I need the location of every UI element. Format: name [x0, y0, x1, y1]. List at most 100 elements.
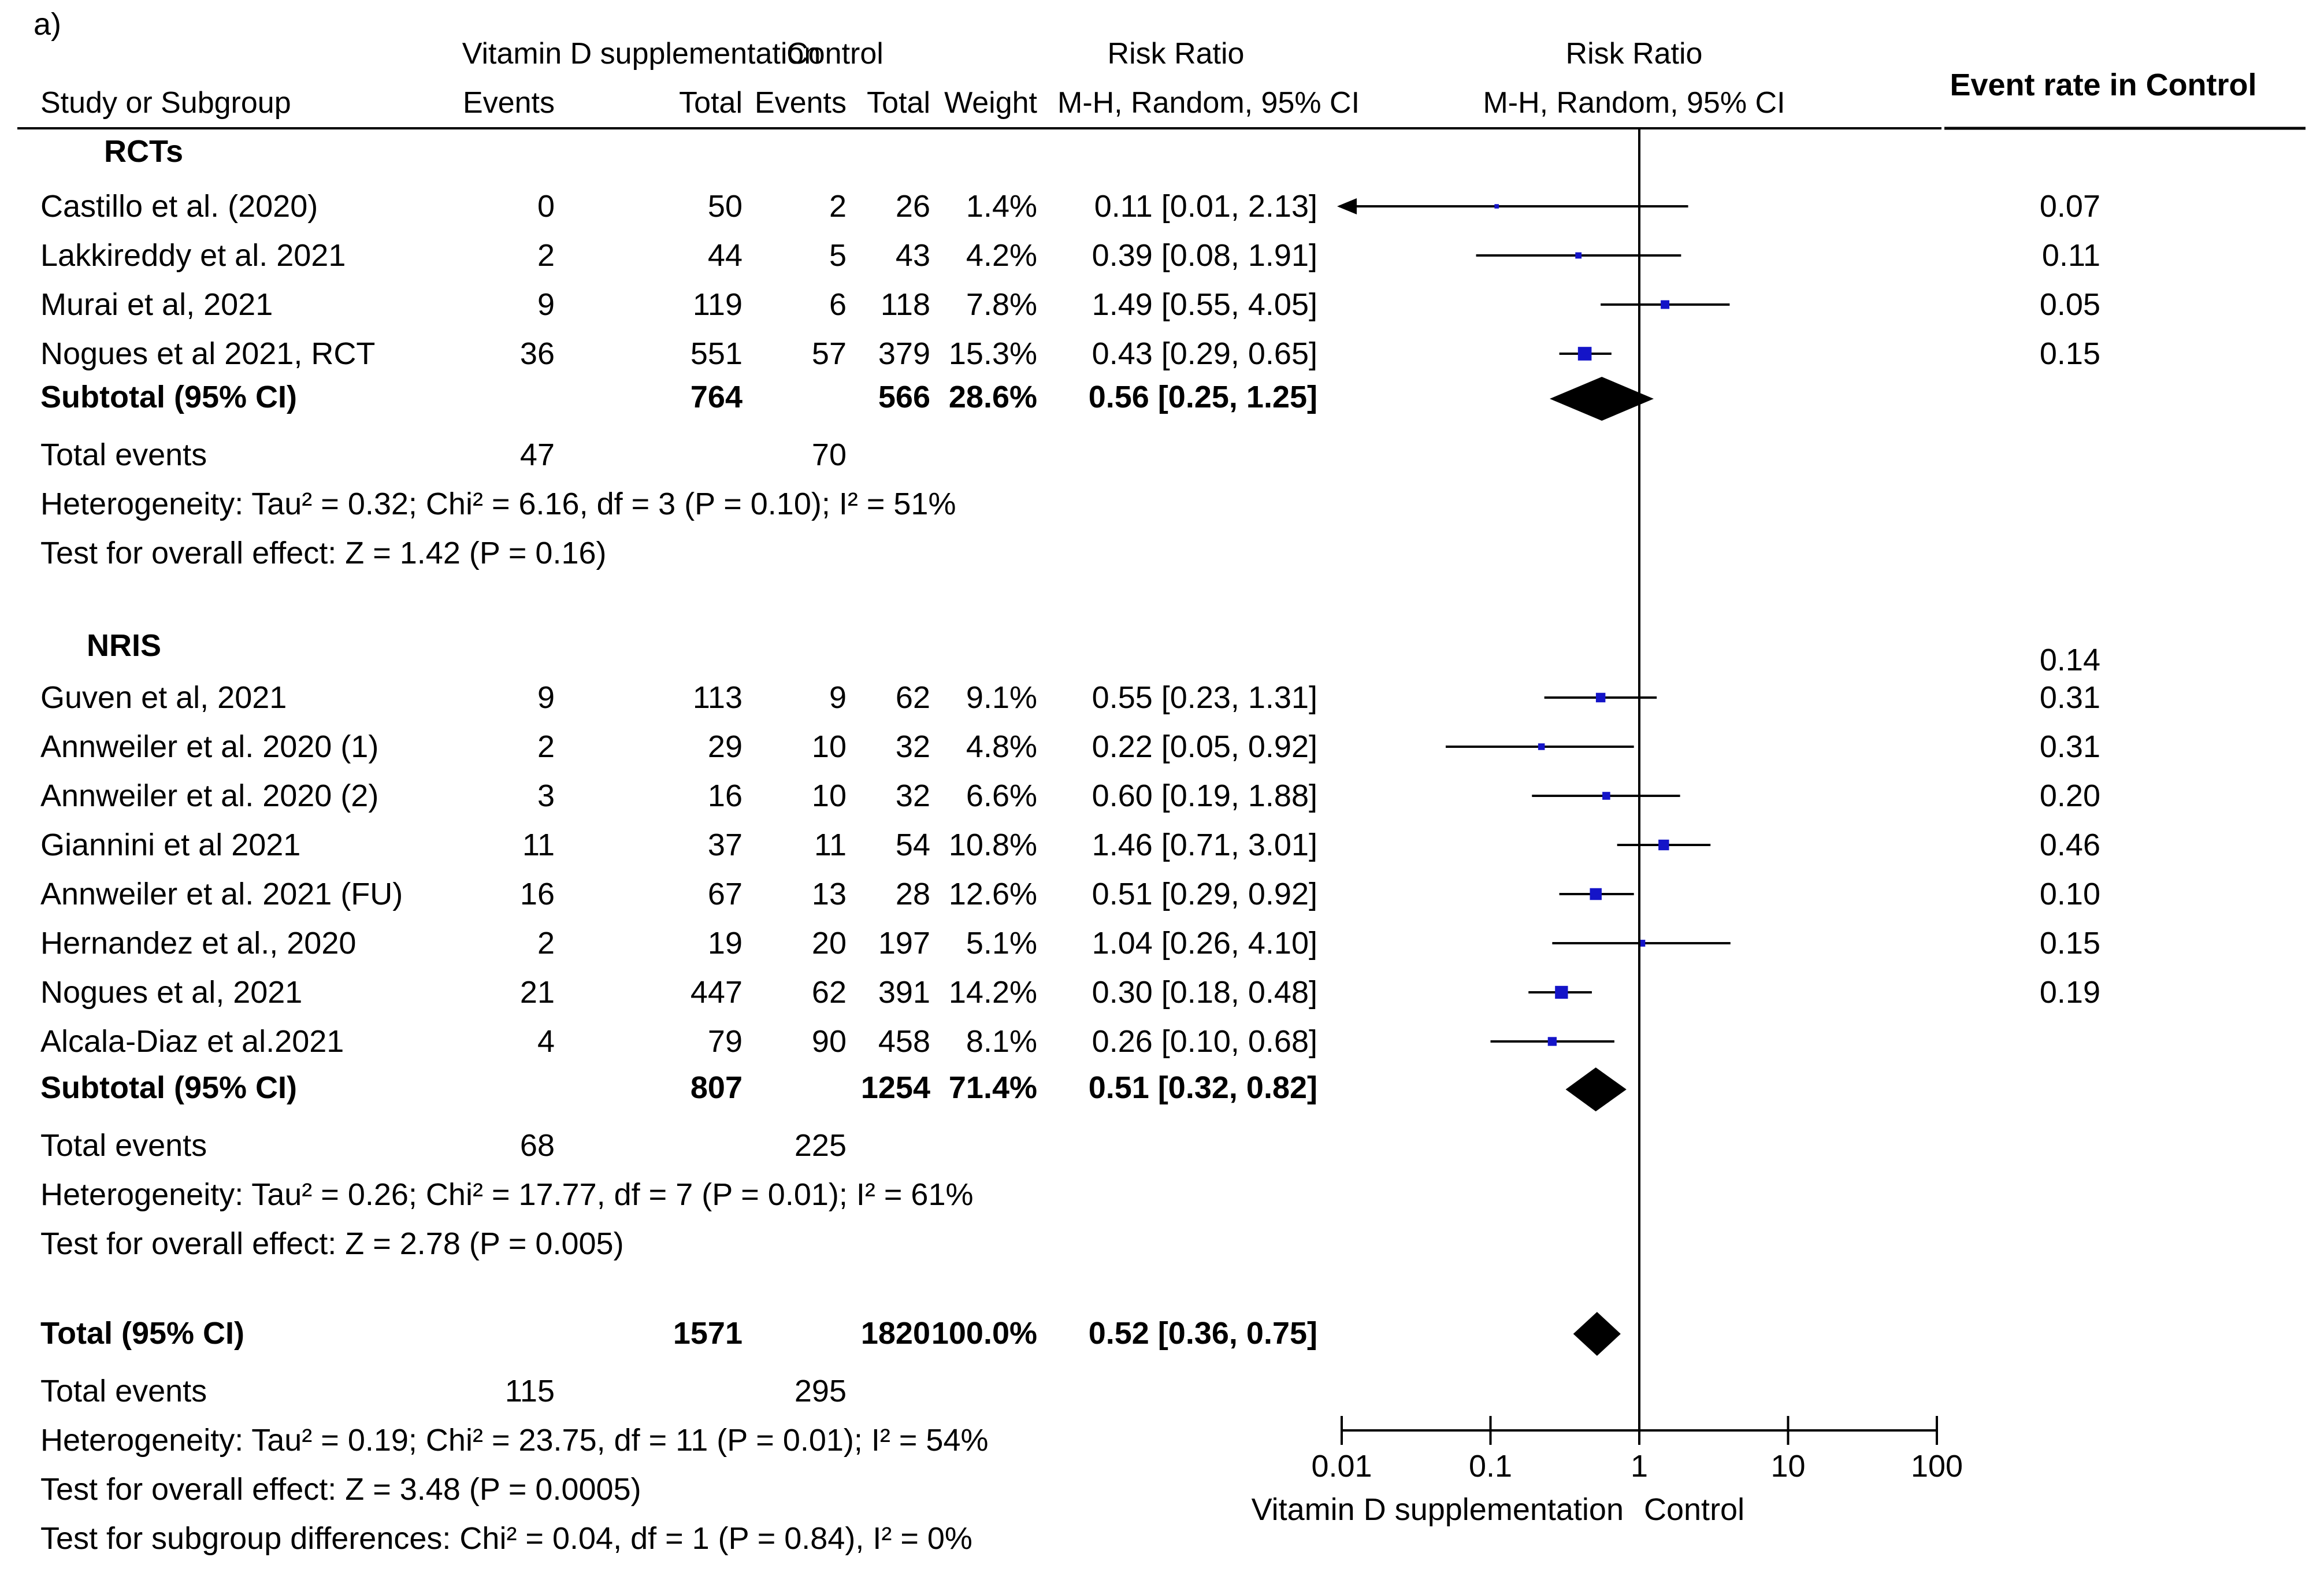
subgroup-rcts-study-3-weight: 7.8% — [966, 287, 1037, 322]
subgroup-nris-study-3-events-control: 10 — [812, 778, 847, 813]
subgroup-nris-study-3-events-vitd: 3 — [537, 778, 555, 813]
subgroup-nris-study-2-event-rate: 0.31 — [2040, 729, 2100, 764]
subgroup-nris-study-6-events-control: 20 — [812, 926, 847, 961]
subgroup-nris-study-7-name: Nogues et al, 2021 — [40, 975, 302, 1010]
subgroup-nris-study-7-events-control: 62 — [812, 975, 847, 1010]
subgroup-nris-study-3-ci: 0.60 [0.19, 1.88] — [1092, 778, 1317, 813]
x-tick-label-4: 10 — [1770, 1449, 1805, 1484]
subgroup-nris-total-events-label: Total events — [40, 1128, 207, 1163]
subgroup-rcts-study-2-total-control: 43 — [896, 238, 930, 273]
subgroup-nris-study-6-total-vitd: 19 — [708, 926, 743, 961]
subgroup-rcts-study-2-events-control: 5 — [829, 238, 847, 273]
subgroup-nris-study-1-event-rate: 0.31 — [2040, 680, 2100, 715]
header-plot-method: M-H, Random, 95% CI — [1483, 86, 1785, 120]
subgroup-nris-study-8-events-vitd: 4 — [537, 1024, 555, 1059]
subgroup-nris-total-events-control: 225 — [795, 1128, 847, 1163]
header-total-vitd: Total — [679, 86, 743, 120]
subgroup-nris-study-5-weight: 12.6% — [949, 877, 1037, 911]
x-tick-label-2: 0.1 — [1469, 1449, 1512, 1484]
subgroup-rcts-heading: RCTs — [104, 134, 183, 169]
header-events-control: Events — [755, 86, 847, 120]
subgroup-rcts-study-1-events-control: 2 — [829, 189, 847, 224]
subgroup-rcts-subtotal-label: Subtotal (95% CI) — [40, 380, 297, 414]
header-plot-title: Risk Ratio — [1566, 37, 1703, 71]
subgroup-nris-study-7-total-control: 391 — [878, 975, 930, 1010]
subgroup-nris-overall-effect: Test for overall effect: Z = 2.78 (P = 0… — [40, 1226, 624, 1261]
subgroup-nris-study-5-total-control: 28 — [896, 877, 930, 911]
subgroup-nris-study-1-total-control: 62 — [896, 680, 930, 715]
subgroup-nris-study-6-point — [1638, 940, 1646, 947]
subgroup-nris-study-2-events-vitd: 2 — [537, 729, 555, 764]
subgroup-nris-study-1-name: Guven et al, 2021 — [40, 680, 287, 715]
header-events-vitd: Events — [463, 86, 555, 120]
subgroup-rcts-study-2-point — [1575, 252, 1582, 259]
subgroup-rcts-study-3-total-vitd: 119 — [693, 287, 743, 322]
subgroup-rcts-study-4-point — [1577, 347, 1592, 361]
overall-diamond — [1573, 1312, 1621, 1356]
subgroup-rcts-study-3-total-control: 118 — [881, 287, 930, 322]
subgroup-nris-subtotal-total-vitd: 807 — [690, 1070, 743, 1105]
subgroup-nris-subtotal-label: Subtotal (95% CI) — [40, 1070, 297, 1105]
subgroup-nris-study-5-name: Annweiler et al. 2021 (FU) — [40, 877, 403, 911]
subgroup-nris-study-2-events-control: 10 — [812, 729, 847, 764]
subgroup-nris-study-4-total-control: 54 — [896, 828, 930, 862]
subgroup-nris-study-4-weight: 10.8% — [949, 828, 1037, 862]
subgroup-nris-study-3-name: Annweiler et al. 2020 (2) — [40, 778, 378, 813]
subgroup-rcts-study-3-event-rate: 0.05 — [2040, 287, 2100, 322]
subgroup-rcts-heterogeneity: Heterogeneity: Tau² = 0.32; Chi² = 6.16,… — [40, 487, 956, 521]
subgroup-nris-heading-event-rate: 0.14 — [2040, 643, 2100, 677]
header-control-group: Control — [786, 37, 883, 71]
header-weight: Weight — [944, 86, 1037, 120]
subgroup-nris-study-8-weight: 8.1% — [966, 1024, 1037, 1059]
overall-total-weight: 100.0% — [931, 1316, 1037, 1351]
subgroup-rcts-study-1-point — [1494, 204, 1499, 209]
subgroup-nris-study-4-events-control: 11 — [814, 828, 847, 862]
subgroup-nris-study-1-events-control: 9 — [829, 680, 847, 715]
overall-total-events-vitd: 115 — [505, 1374, 555, 1408]
x-tick-label-1: 0.01 — [1311, 1449, 1372, 1484]
subgroup-nris-study-6-events-vitd: 2 — [537, 926, 555, 961]
favours-right-label: Control — [1644, 1492, 1744, 1527]
x-tick-label-3: 1 — [1631, 1449, 1648, 1484]
subgroup-nris-study-8-total-control: 458 — [878, 1024, 930, 1059]
subgroup-rcts-subtotal-total-control: 566 — [878, 380, 930, 414]
subgroup-rcts-total-events-label: Total events — [40, 438, 207, 472]
subgroup-nris-study-7-point — [1555, 985, 1568, 999]
subgroup-nris-study-3-total-control: 32 — [896, 778, 930, 813]
subgroup-nris-study-2-total-vitd: 29 — [708, 729, 743, 764]
subgroup-rcts-study-4-events-vitd: 36 — [520, 336, 555, 371]
subgroup-nris-study-4-total-vitd: 37 — [708, 828, 743, 862]
subgroup-nris-study-4-ci: 1.46 [0.71, 3.01] — [1092, 828, 1317, 862]
subgroup-nris-study-6-total-control: 197 — [878, 926, 930, 961]
subgroup-rcts-study-4-name: Nogues et al 2021, RCT — [40, 336, 375, 371]
subgroup-nris-study-5-ci: 0.51 [0.29, 0.92] — [1092, 877, 1317, 911]
subgroup-nris-study-7-events-vitd: 21 — [520, 975, 555, 1010]
favours-left-label: Vitamin D supplementation — [1252, 1492, 1624, 1527]
overall-total-label: Total (95% CI) — [40, 1316, 244, 1351]
subgroup-rcts-study-2-events-vitd: 2 — [537, 238, 555, 273]
subgroup-nris-heading: NRIS — [87, 628, 161, 663]
overall-total-ci: 0.52 [0.36, 0.75] — [1089, 1316, 1317, 1351]
subgroup-differences: Test for subgroup differences: Chi² = 0.… — [40, 1521, 972, 1556]
subgroup-nris-study-1-ci: 0.55 [0.23, 1.31] — [1092, 680, 1317, 715]
subgroup-nris-study-5-event-rate: 0.10 — [2040, 877, 2100, 911]
subgroup-nris-study-1-events-vitd: 9 — [537, 680, 555, 715]
subgroup-nris-study-2-total-control: 32 — [896, 729, 930, 764]
subgroup-nris-study-4-point — [1658, 839, 1669, 851]
subgroup-nris-study-1-weight: 9.1% — [966, 680, 1037, 715]
subgroup-nris-study-7-total-vitd: 447 — [690, 975, 743, 1010]
subgroup-rcts-study-4-ci: 0.43 [0.29, 0.65] — [1092, 336, 1317, 371]
subgroup-rcts-study-2-name: Lakkireddy et al. 2021 — [40, 238, 346, 273]
subgroup-rcts-study-1-total-control: 26 — [896, 189, 930, 224]
subgroup-nris-study-7-event-rate: 0.19 — [2040, 975, 2100, 1010]
subgroup-nris-study-3-point — [1602, 792, 1610, 800]
subgroup-rcts-study-3-point — [1661, 300, 1670, 309]
subgroup-rcts-study-1-ci-arrow — [1337, 198, 1357, 214]
subgroup-rcts-subtotal-ci: 0.56 [0.25, 1.25] — [1089, 380, 1317, 414]
x-tick-label-5: 100 — [1911, 1449, 1963, 1484]
subgroup-nris-study-5-point — [1590, 888, 1602, 900]
subgroup-rcts-study-2-weight: 4.2% — [966, 238, 1037, 273]
subgroup-rcts-study-1-event-rate: 0.07 — [2040, 189, 2100, 224]
subgroup-nris-subtotal-total-control: 1254 — [861, 1070, 930, 1105]
header-rr-title: Risk Ratio — [1108, 37, 1245, 71]
